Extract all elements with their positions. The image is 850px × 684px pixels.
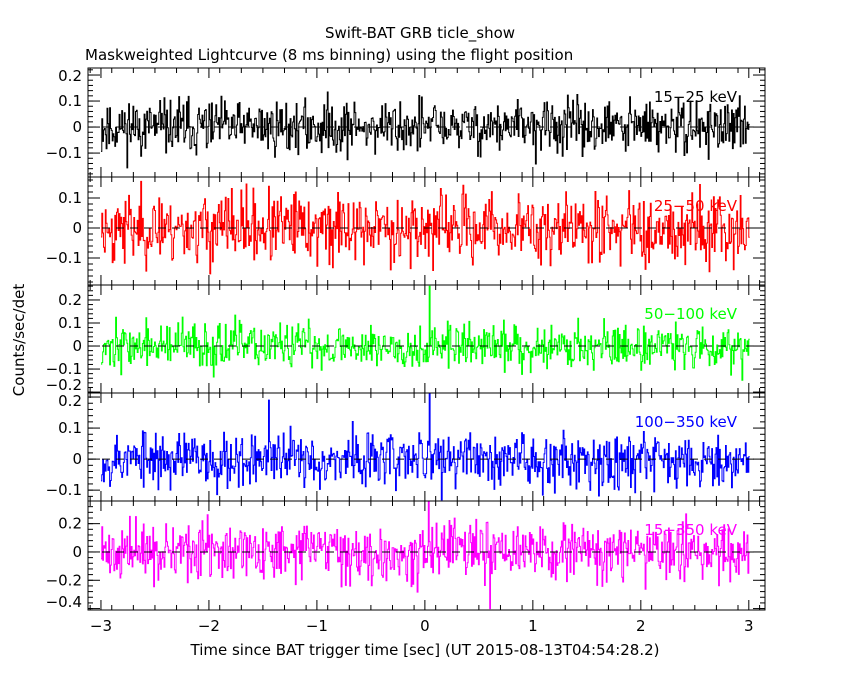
y-tick-label: −0.1 (46, 481, 82, 499)
y-tick-label: 0 (72, 118, 82, 136)
y-tick-label: 0.1 (58, 419, 82, 437)
y-tick-label: −0.1 (46, 144, 82, 162)
energy-band-label: 100−350 keV (635, 413, 738, 431)
panel-15-25-kev: −0.1 0 0.1 0.2 15−25 keV (46, 67, 766, 178)
chart-title: Swift-BAT GRB ticle_show (325, 24, 515, 43)
energy-band-label: 15−350 keV (644, 521, 737, 539)
y-tick-label: −0.1 (46, 360, 82, 378)
x-tick-label: −1 (306, 617, 328, 635)
y-tick-label: 0 (72, 337, 82, 355)
energy-band-label: 50−100 keV (644, 305, 737, 323)
panel-frame (87, 500, 766, 611)
y-tick-label: −0.4 (46, 593, 82, 611)
series-line (101, 500, 750, 610)
x-tick-label: 2 (636, 617, 646, 635)
y-tick-label: 0.2 (58, 291, 82, 309)
series-line (101, 180, 750, 275)
x-tick-label: 1 (528, 617, 538, 635)
energy-band-label: 25−50 keV (654, 197, 738, 215)
y-tick-label: −0.2 (46, 571, 82, 589)
chart-subtitle: Maskweighted Lightcurve (8 ms binning) u… (85, 46, 573, 64)
y-tick-label: −0.2 (46, 376, 82, 394)
series-line (101, 91, 750, 169)
series-line (101, 285, 750, 381)
energy-band-label: 15−25 keV (654, 88, 738, 106)
y-tick-label: 0 (72, 450, 82, 468)
y-tick-label: 0.1 (58, 92, 82, 110)
y-axis-label: Counts/sec/det (10, 284, 28, 397)
y-tick-label: 0.2 (58, 515, 82, 533)
y-tick-label: 0 (72, 219, 82, 237)
panel-15-350-kev: −0.4 −0.2 0 0.2 15−350 keV (46, 500, 766, 611)
panel-25-50-kev: −0.1 0 0.1 25−50 keV (46, 176, 766, 286)
y-tick-label: 0.1 (58, 314, 82, 332)
x-tick-label: −2 (198, 617, 220, 635)
y-tick-label: 0.1 (58, 189, 82, 207)
panel-50-100-kev: −0.2−0.1 0 0.1 0.2 50−100 keV (46, 284, 766, 394)
panel-100-350-kev: −0.1 0 0.1 0.2 100−350 keV (46, 392, 766, 502)
y-tick-label: −0.1 (46, 249, 82, 267)
y-tick-label: 0.2 (58, 67, 82, 85)
series-line (101, 393, 750, 501)
x-axis-label: Time since BAT trigger time [sec] (UT 20… (190, 641, 660, 659)
x-tick-label: 3 (744, 617, 754, 635)
y-tick-label: 0.2 (58, 392, 82, 410)
x-tick-label: −3 (90, 617, 112, 635)
y-tick-label: 0 (72, 543, 82, 561)
x-tick-label: 0 (420, 617, 430, 635)
